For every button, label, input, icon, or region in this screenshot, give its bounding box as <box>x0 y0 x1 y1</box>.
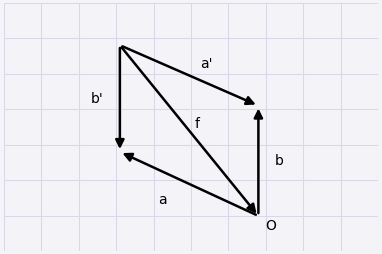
Text: f: f <box>195 117 200 131</box>
Text: a: a <box>159 193 167 207</box>
Text: b: b <box>275 154 283 168</box>
Text: b': b' <box>90 91 103 106</box>
Text: a': a' <box>200 57 212 71</box>
Text: O: O <box>265 219 276 233</box>
